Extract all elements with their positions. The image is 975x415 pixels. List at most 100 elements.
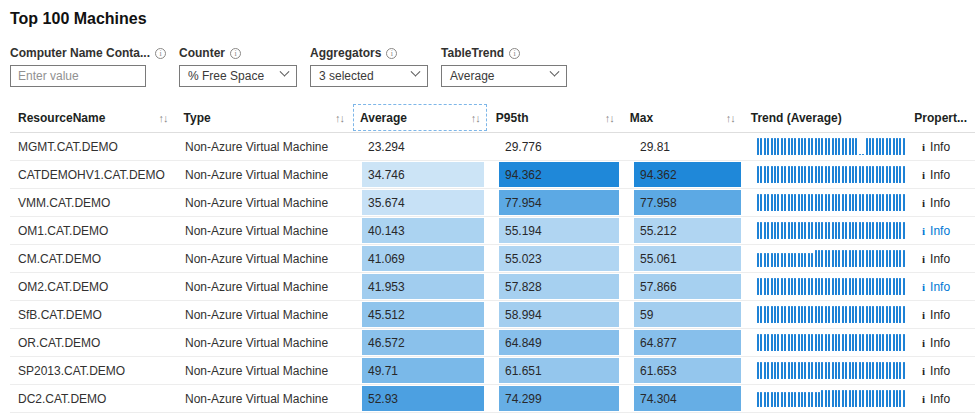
- cell-p95th-heatmap: 29.776: [499, 134, 619, 159]
- cell-p95th-heatmap: 74.299: [499, 386, 619, 411]
- filter-aggregators: Aggregators i 3 selected: [310, 46, 428, 87]
- cell-resource-name: MGMT.CAT.DEMO: [10, 133, 177, 160]
- workbook-panel: Top 100 Machines Computer Name Conta... …: [0, 0, 975, 413]
- info-link[interactable]: Info: [930, 308, 950, 322]
- trend-sparkline: [757, 194, 906, 211]
- cell-average-heatmap: 45.512: [362, 302, 484, 327]
- cell-max-heatmap: 59: [634, 302, 741, 327]
- filter-bar: Computer Name Conta... i Counter i % Fre…: [10, 46, 975, 87]
- info-link[interactable]: Info: [930, 364, 950, 378]
- table-row[interactable]: CATDEMOHV1.CAT.DEMO Non-Azure Virtual Ma…: [10, 161, 975, 189]
- filter-tabletrend: TableTrend i Average: [441, 46, 567, 87]
- cell-resource-name: OR.CAT.DEMO: [10, 329, 177, 356]
- column-header-type[interactable]: Type ↑↓: [176, 103, 352, 132]
- aggregators-dropdown[interactable]: 3 selected: [310, 65, 428, 87]
- info-link[interactable]: Info: [930, 140, 950, 154]
- column-header-trend: Trend (Average): [743, 103, 907, 132]
- cell-max-heatmap: 74.304: [634, 386, 741, 411]
- page-title: Top 100 Machines: [10, 10, 975, 28]
- cell-resource-name: CM.CAT.DEMO: [10, 245, 177, 272]
- trend-sparkline: [757, 278, 906, 295]
- info-link[interactable]: Info: [930, 168, 950, 182]
- info-icon: i: [922, 337, 925, 349]
- cell-p95th-heatmap: 64.849: [499, 330, 619, 355]
- info-icon: i: [922, 281, 925, 293]
- cell-average-heatmap: 35.674: [362, 190, 484, 215]
- trend-sparkline: [757, 334, 906, 351]
- table-row[interactable]: CM.CAT.DEMO Non-Azure Virtual Machine 41…: [10, 245, 975, 273]
- cell-max-heatmap: 57.866: [634, 274, 741, 299]
- column-header-resourcename[interactable]: ResourceName ↑↓: [10, 103, 176, 132]
- sort-icon: ↑↓: [159, 112, 168, 124]
- cell-average-heatmap: 41.953: [362, 274, 484, 299]
- table-row[interactable]: SP2013.CAT.DEMO Non-Azure Virtual Machin…: [10, 357, 975, 385]
- column-header-properties: Propert...: [906, 103, 975, 132]
- trend-sparkline: [757, 306, 906, 323]
- table-row[interactable]: DC2.CAT.DEMO Non-Azure Virtual Machine 5…: [10, 385, 975, 413]
- cell-average-heatmap: 49.71: [362, 358, 484, 383]
- info-link[interactable]: Info: [930, 224, 950, 238]
- filter-counter-label: Counter i: [179, 46, 297, 60]
- trend-sparkline: [757, 390, 906, 407]
- tabletrend-dropdown[interactable]: Average: [441, 65, 567, 87]
- table-row[interactable]: OM2.CAT.DEMO Non-Azure Virtual Machine 4…: [10, 273, 975, 301]
- info-icon: i: [922, 253, 925, 265]
- column-header-average[interactable]: Average ↑↓: [352, 103, 488, 132]
- info-link[interactable]: Info: [930, 392, 950, 406]
- cell-type: Non-Azure Virtual Machine: [177, 161, 355, 188]
- cell-resource-name: OM1.CAT.DEMO: [10, 217, 177, 244]
- info-circle-icon[interactable]: i: [155, 48, 166, 59]
- cell-p95th-heatmap: 55.023: [499, 246, 619, 271]
- cell-average-heatmap: 23.294: [362, 134, 484, 159]
- counter-dropdown[interactable]: % Free Space: [179, 65, 297, 87]
- cell-average-heatmap: 52.93: [362, 386, 484, 411]
- cell-resource-name: SP2013.CAT.DEMO: [10, 357, 177, 384]
- info-circle-icon[interactable]: i: [509, 48, 520, 59]
- table-row[interactable]: OM1.CAT.DEMO Non-Azure Virtual Machine 4…: [10, 217, 975, 245]
- trend-sparkline: [757, 166, 906, 183]
- machines-table: ResourceName ↑↓ Type ↑↓ Average ↑↓ P95th…: [10, 103, 975, 413]
- cell-max-heatmap: 64.877: [634, 330, 741, 355]
- table-row[interactable]: VMM.CAT.DEMO Non-Azure Virtual Machine 3…: [10, 189, 975, 217]
- cell-average-heatmap: 41.069: [362, 246, 484, 271]
- cell-average-heatmap: 34.746: [362, 162, 484, 187]
- trend-sparkline: [757, 250, 906, 267]
- info-circle-icon[interactable]: i: [386, 48, 397, 59]
- tabletrend-dropdown-value: Average: [450, 69, 494, 83]
- chevron-down-icon: [411, 67, 421, 77]
- cell-p95th-heatmap: 55.194: [499, 218, 619, 243]
- cell-max-heatmap: 94.362: [634, 162, 741, 187]
- info-link[interactable]: Info: [930, 196, 950, 210]
- info-icon: i: [922, 141, 925, 153]
- table-row[interactable]: SfB.CAT.DEMO Non-Azure Virtual Machine 4…: [10, 301, 975, 329]
- info-icon: i: [922, 225, 925, 237]
- info-link[interactable]: Info: [930, 336, 950, 350]
- info-icon: i: [922, 393, 925, 405]
- cell-max-heatmap: 55.212: [634, 218, 741, 243]
- chevron-down-icon: [280, 67, 290, 77]
- cell-max-heatmap: 55.061: [634, 246, 741, 271]
- computer-name-input[interactable]: [10, 65, 146, 87]
- cell-average-heatmap: 46.572: [362, 330, 484, 355]
- column-header-max[interactable]: Max ↑↓: [622, 103, 743, 132]
- info-circle-icon[interactable]: i: [230, 48, 241, 59]
- info-icon: i: [922, 309, 925, 321]
- cell-resource-name: SfB.CAT.DEMO: [10, 301, 177, 328]
- trend-sparkline: [757, 138, 906, 155]
- column-header-p95th[interactable]: P95th ↑↓: [488, 103, 622, 132]
- sort-icon: ↑↓: [335, 112, 344, 124]
- aggregators-dropdown-value: 3 selected: [319, 69, 374, 83]
- sort-icon: ↑↓: [471, 112, 480, 124]
- cell-type: Non-Azure Virtual Machine: [177, 357, 355, 384]
- cell-p95th-heatmap: 77.954: [499, 190, 619, 215]
- table-row[interactable]: MGMT.CAT.DEMO Non-Azure Virtual Machine …: [10, 133, 975, 161]
- cell-resource-name: OM2.CAT.DEMO: [10, 273, 177, 300]
- info-link[interactable]: Info: [930, 252, 950, 266]
- cell-average-heatmap: 40.143: [362, 218, 484, 243]
- table-row[interactable]: OR.CAT.DEMO Non-Azure Virtual Machine 46…: [10, 329, 975, 357]
- info-icon: i: [922, 169, 925, 181]
- info-link[interactable]: Info: [930, 280, 950, 294]
- cell-type: Non-Azure Virtual Machine: [177, 301, 355, 328]
- trend-sparkline: [757, 362, 906, 379]
- cell-type: Non-Azure Virtual Machine: [177, 217, 355, 244]
